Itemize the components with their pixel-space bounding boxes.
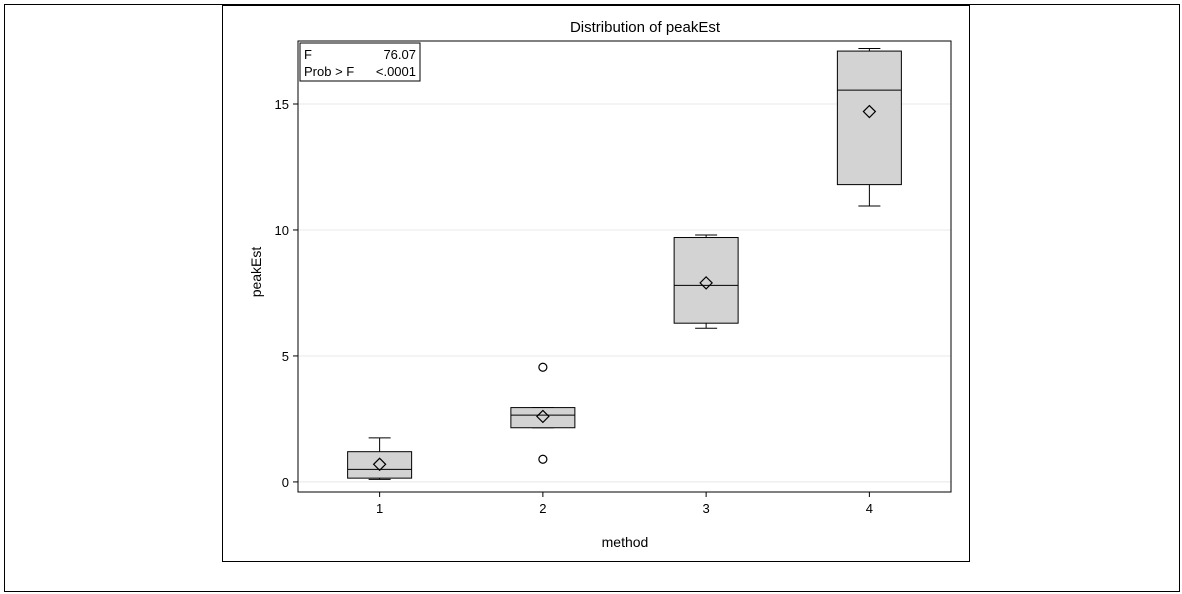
y-tick-label-15: 15 bbox=[275, 97, 289, 112]
outlier-2-0 bbox=[538, 454, 548, 464]
x-axis: 1 2 3 4 bbox=[376, 492, 873, 516]
iqr-box-3 bbox=[673, 237, 739, 324]
y-tick-label-5: 5 bbox=[282, 349, 289, 364]
y-tick-label-10: 10 bbox=[275, 223, 289, 238]
mean-marker-1 bbox=[372, 457, 387, 472]
x-tick-label-3: 3 bbox=[703, 501, 710, 516]
mean-marker-4 bbox=[862, 104, 877, 119]
x-tick-label-2: 2 bbox=[539, 501, 546, 516]
chart-frame: Distribution of peakEst method peakEst 0… bbox=[222, 5, 970, 562]
mean-marker-2 bbox=[536, 409, 550, 424]
y-axis: 0 5 10 15 bbox=[275, 97, 298, 490]
y-tick-label-0: 0 bbox=[282, 475, 289, 490]
x-tick-label-1: 1 bbox=[376, 501, 383, 516]
mean-marker-3 bbox=[699, 276, 713, 290]
stats-box-border bbox=[299, 42, 421, 82]
iqr-box-1 bbox=[347, 451, 413, 479]
stats-box: F 76.07 Prob > F <.0001 bbox=[299, 42, 421, 82]
box-1 bbox=[347, 437, 413, 480]
x-axis-label: method bbox=[602, 534, 649, 550]
x-tick-label-4: 4 bbox=[866, 501, 873, 516]
plot-area-border bbox=[297, 40, 952, 493]
box-3 bbox=[673, 234, 739, 329]
outlier-2-1 bbox=[538, 362, 548, 372]
box-2 bbox=[510, 362, 576, 464]
stats-f-label: F bbox=[304, 47, 312, 62]
stats-f-value: 76.07 bbox=[383, 47, 416, 62]
iqr-box-2 bbox=[510, 407, 576, 429]
chart-title: Distribution of peakEst bbox=[570, 19, 721, 36]
stats-prob-value: <.0001 bbox=[376, 64, 416, 79]
stats-prob-label: Prob > F bbox=[304, 64, 354, 79]
grid-lines bbox=[298, 103, 951, 483]
box-4 bbox=[836, 48, 902, 207]
box-plot-chart: Distribution of peakEst method peakEst 0… bbox=[248, 19, 952, 550]
y-axis-label: peakEst bbox=[248, 247, 264, 298]
boxes bbox=[347, 48, 902, 480]
